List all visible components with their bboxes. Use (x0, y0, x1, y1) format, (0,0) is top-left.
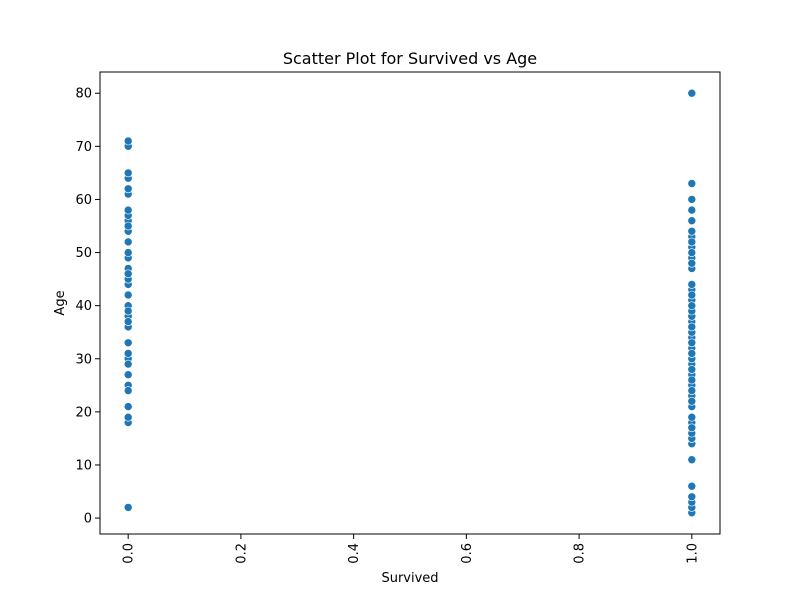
data-point (687, 455, 697, 465)
data-point (687, 237, 697, 247)
plot-frame (99, 71, 721, 535)
data-points (123, 88, 697, 518)
data-point (123, 269, 133, 279)
data-point (687, 88, 697, 98)
data-point (687, 205, 697, 215)
data-point (687, 248, 697, 257)
data-point (123, 237, 133, 247)
data-point (123, 248, 133, 257)
data-point (123, 503, 133, 512)
data-point (123, 136, 133, 146)
y-tick-label: 20 (75, 405, 92, 420)
data-point (123, 359, 133, 369)
y-tick-label: 60 (75, 193, 92, 208)
data-point (687, 481, 697, 491)
data-point (687, 322, 697, 332)
data-point (687, 195, 697, 204)
data-point (687, 365, 697, 374)
data-point (687, 338, 697, 348)
data-point (687, 258, 697, 268)
data-point (687, 301, 697, 311)
y-tick-label: 30 (75, 352, 92, 367)
data-point (123, 221, 133, 231)
data-point (687, 349, 697, 358)
data-point (687, 216, 697, 225)
chart-title: Scatter Plot for Survived vs Age (283, 49, 537, 68)
data-point (687, 423, 697, 433)
data-point (123, 386, 133, 395)
data-point (123, 402, 133, 411)
y-tick-label: 50 (75, 246, 92, 261)
x-tick-label: 1.0 (685, 543, 700, 564)
data-point (687, 375, 697, 385)
data-point (123, 412, 133, 422)
data-point (687, 179, 697, 188)
data-point (123, 205, 133, 215)
x-tick-label: 0.4 (347, 543, 362, 564)
data-point (687, 280, 697, 289)
y-tick-label: 80 (75, 87, 92, 102)
data-point (123, 168, 133, 178)
x-tick-label: 0.2 (234, 543, 249, 564)
y-axis-label: Age (53, 290, 68, 315)
data-point (687, 492, 697, 502)
y-axis: 0 10 20 30 40 50 60 70 80 (75, 87, 100, 527)
x-tick-label: 0.6 (460, 543, 475, 564)
x-axis-label: Survived (381, 571, 438, 586)
data-point (123, 338, 133, 348)
data-point (123, 370, 133, 380)
data-point (123, 317, 133, 326)
data-point (123, 290, 133, 300)
data-point (123, 306, 133, 316)
x-tick-label: 0.0 (122, 543, 137, 564)
data-point (687, 227, 697, 236)
y-tick-label: 10 (75, 458, 92, 473)
x-tick-label: 0.8 (573, 543, 588, 564)
x-axis: 0.0 0.2 0.4 0.6 0.8 1.0 (122, 534, 700, 564)
y-tick-label: 0 (84, 512, 92, 527)
data-point (687, 396, 697, 406)
y-tick-label: 70 (75, 140, 92, 155)
data-point (123, 184, 133, 194)
data-point (687, 412, 697, 422)
data-point (123, 349, 133, 358)
y-tick-label: 40 (75, 299, 92, 314)
data-point (687, 386, 697, 395)
data-point (687, 290, 697, 300)
